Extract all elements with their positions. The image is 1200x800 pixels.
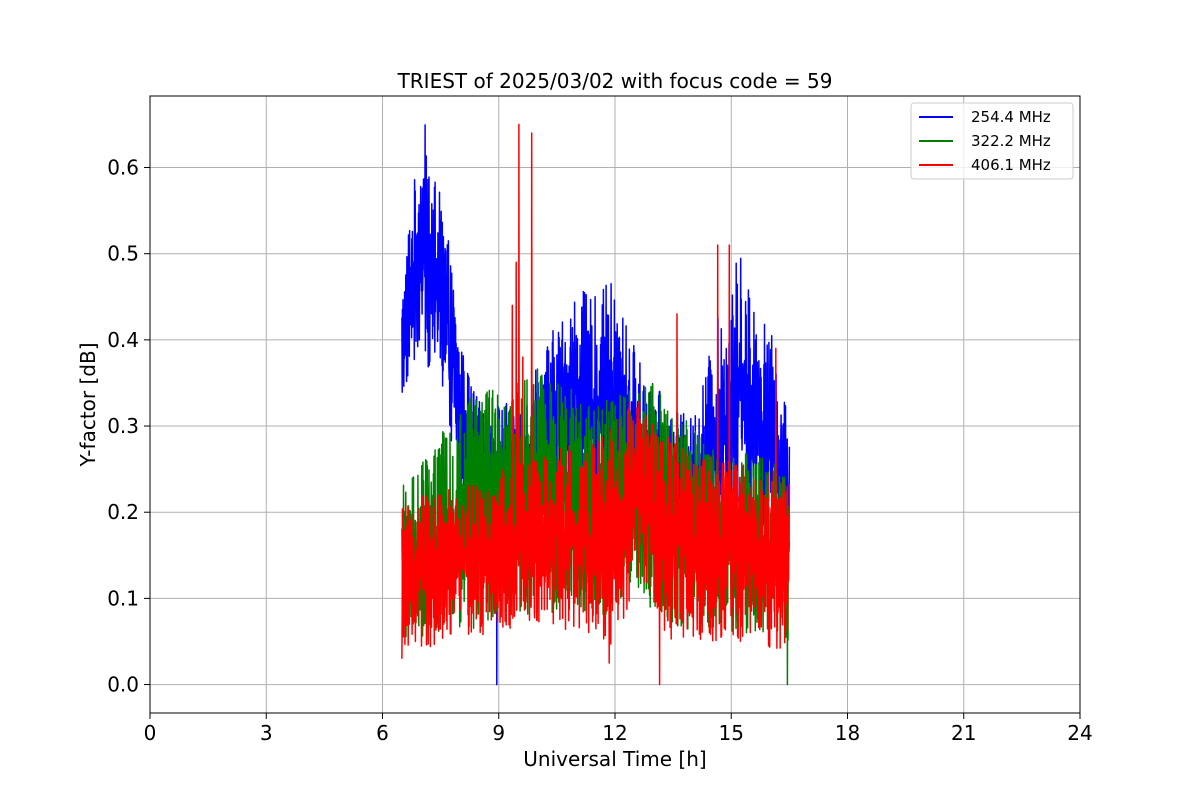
x-tick-label: 9 xyxy=(492,721,505,745)
plot-area xyxy=(401,123,791,686)
chart-title: TRIEST of 2025/03/02 with focus code = 5… xyxy=(397,69,833,93)
y-tick-label: 0.1 xyxy=(107,586,139,610)
series-line-406-1-mhz xyxy=(401,123,791,686)
y-tick-label: 0.6 xyxy=(107,156,139,180)
axis-ticks: 0 3 6 9 12 15 18 21 24 0.0 0.1 0.2 0.3 0.4 0.5 0.6 xyxy=(107,156,1093,745)
legend-box xyxy=(910,102,1074,180)
x-axis-label: Universal Time [h] xyxy=(523,747,706,771)
x-tick-label: 18 xyxy=(835,721,860,745)
x-tick-label: 6 xyxy=(376,721,389,745)
legend: 254.4 MHz 322.2 MHz 406.1 MHz xyxy=(910,102,1074,180)
legend-label: 254.4 MHz xyxy=(971,108,1051,126)
x-tick-label: 3 xyxy=(260,721,273,745)
x-tick-label: 24 xyxy=(1067,721,1092,745)
legend-label: 322.2 MHz xyxy=(971,132,1051,150)
y-axis-label: Y-factor [dB] xyxy=(76,342,100,467)
y-tick-label: 0.5 xyxy=(107,242,139,266)
x-tick-label: 12 xyxy=(602,721,627,745)
x-tick-label: 0 xyxy=(144,721,157,745)
y-tick-label: 0.2 xyxy=(107,500,139,524)
y-tick-label: 0.3 xyxy=(107,414,139,438)
y-tick-label: 0.0 xyxy=(107,673,139,697)
x-tick-label: 15 xyxy=(719,721,744,745)
legend-label: 406.1 MHz xyxy=(971,156,1051,174)
y-tick-label: 0.4 xyxy=(107,328,139,352)
x-tick-label: 21 xyxy=(951,721,976,745)
